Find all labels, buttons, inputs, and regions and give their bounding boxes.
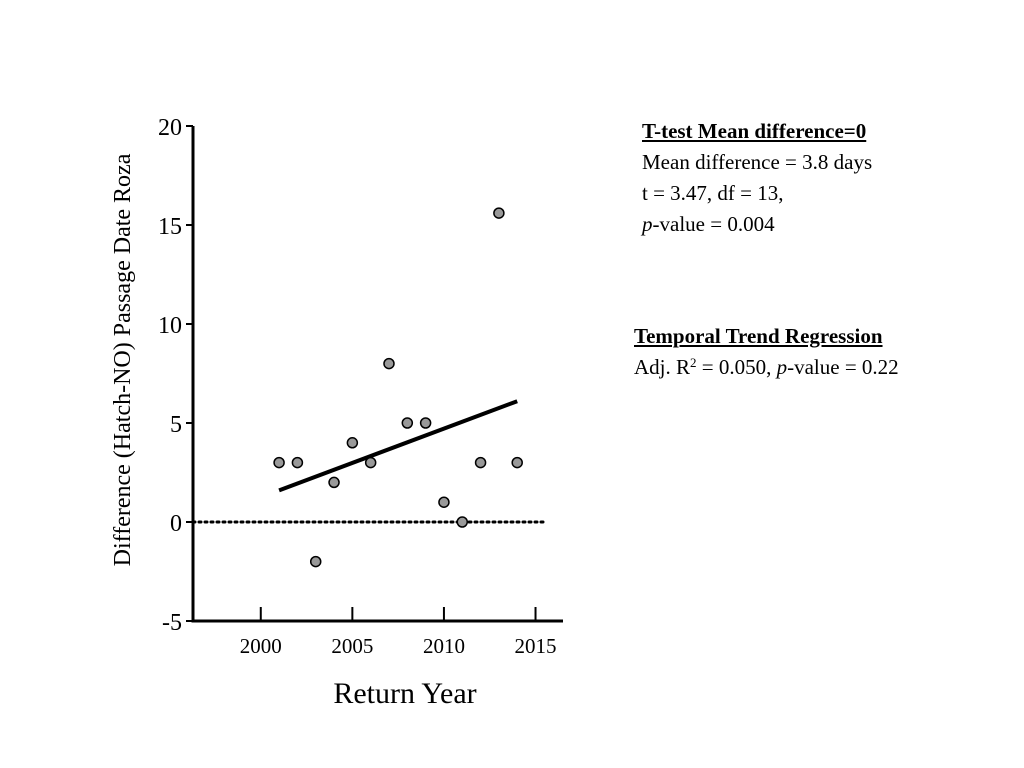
data-point [291,456,304,469]
data-point [273,456,285,469]
data-point [511,456,523,469]
y-tick-label: 15 [158,214,182,240]
x-tick-label: 2005 [331,634,373,658]
x-tick-label: 2010 [423,634,465,658]
y-tick-label: -5 [162,610,182,636]
p-italic: p [642,212,653,236]
y-tick-label: 5 [170,412,182,438]
trend-line [278,399,518,493]
regression-r-prefix: Adj. R [634,355,691,379]
data-point [456,516,469,528]
ttest-t-df: t = 3.47, df = 13, [642,181,784,205]
data-point [364,456,377,469]
y-tick-label: 20 [158,115,182,141]
data-point [419,417,432,429]
regression-r-value: = 0.050, [696,355,777,379]
regression-r-superscript: 2 [690,355,697,370]
data-point [383,357,395,370]
x-tick-label: 2000 [240,634,282,658]
regression-p-value-rest: -value = 0.22 [787,355,899,379]
data-point [309,555,322,568]
data-point [493,207,505,219]
ttest-mean-difference: Mean difference = 3.8 days [642,150,873,174]
x-axis-title: Return Year [333,677,476,710]
data-point [438,496,450,508]
y-axis-title: Difference (Hatch-NO) Passage Date Roza [110,153,136,566]
data-point [346,437,359,449]
regression-annotation: Temporal Trend Regression Adj. R2 = 0.05… [634,321,899,383]
ttest-annotation: T-test Mean difference=0 Mean difference… [642,116,872,240]
x-tick-label: 2015 [515,634,557,658]
data-point [474,456,487,469]
ttest-heading: T-test Mean difference=0 [642,119,867,143]
data-point [328,476,340,489]
data-point [401,417,414,429]
ttest-p-value-rest: -value = 0.004 [652,212,775,236]
y-tick-label: 10 [158,313,182,339]
regression-stats: Adj. R2 = 0.050, p-value = 0.22 [634,352,899,383]
ttest-p-value: p-value = 0.004 [642,209,872,240]
p-italic: p [776,355,788,379]
regression-heading: Temporal Trend Regression [634,324,883,348]
y-tick-label: 0 [170,511,182,537]
